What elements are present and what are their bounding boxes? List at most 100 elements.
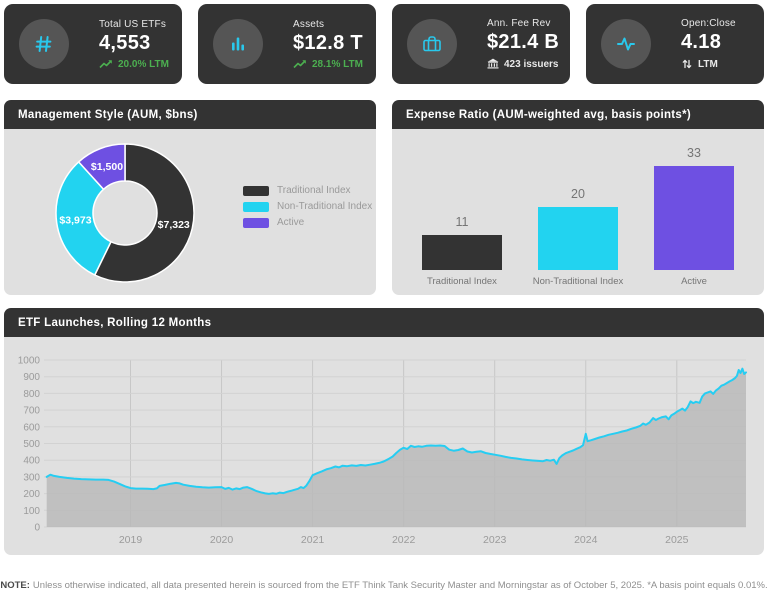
launches-area-fill <box>46 368 746 527</box>
launches-line <box>45 367 747 495</box>
kpi-title: Assets <box>293 18 325 30</box>
activity-icon <box>617 37 635 51</box>
bar-category-label: Active <box>681 276 707 287</box>
etf-launches-chart: 2019 2020 2021 2022 2023 2024 2025 0 100 200 300 40… <box>4 337 764 555</box>
bar-value-label: 11 <box>455 215 469 230</box>
legend-swatch <box>243 185 269 196</box>
kpi-delta-text: LTM <box>698 58 718 70</box>
legend-item: Active <box>243 217 372 228</box>
donut-slice <box>77 143 126 191</box>
bar-value-label: 20 <box>571 186 585 201</box>
panel-title: Expense Ratio (AUM-weighted avg, basis p… <box>392 100 764 129</box>
kpi-value: $21.4 B <box>487 31 560 53</box>
x-axis-tick-label: 2025 <box>665 534 689 546</box>
kpi-delta: 20.0% LTM <box>99 59 169 70</box>
bar-column: 33 Active <box>636 143 752 287</box>
bar-column: 20 Non-Traditional Index <box>520 143 636 287</box>
management-style-panel: Management Style (AUM, $bns) $7,323 $3,97… <box>4 100 376 295</box>
y-axis-tick-label: 0 <box>34 523 40 534</box>
y-axis-tick-label: 100 <box>23 506 40 517</box>
donut-slice <box>55 161 112 276</box>
x-axis-tick-label: 2024 <box>574 534 598 546</box>
bank-icon <box>487 58 499 69</box>
line-chart-svg: 2019 2020 2021 2022 2023 2024 2025 0 100 200 300 40… <box>18 356 747 546</box>
kpi-delta-text: 20.0% LTM <box>118 58 169 70</box>
y-axis-tick-label: 1000 <box>18 356 41 367</box>
y-axis-tick-label: 800 <box>23 389 40 400</box>
kpi-icon-circle <box>601 19 651 69</box>
kpi-value: 4,553 <box>99 31 151 54</box>
kpi-text: Open:Close 4.18 LTM <box>681 18 736 70</box>
x-axis-tick-label: 2020 <box>210 534 234 546</box>
kpi-delta: 28.1% LTM <box>293 59 363 70</box>
kpi-delta-text: 423 issuers <box>504 58 559 70</box>
x-axis-tick-label: 2019 <box>119 534 143 546</box>
kpi-title: Total US ETFs <box>99 18 167 30</box>
x-axis-tick-label: 2021 <box>301 534 325 546</box>
legend-swatch <box>243 217 269 228</box>
kpi-card-total-us-etfs: Total US ETFs 4,553 20.0% LTM <box>4 4 182 84</box>
kpi-value: $12.8 T <box>293 31 363 54</box>
hash-icon <box>35 36 52 52</box>
bar-value-label: 33 <box>687 146 701 160</box>
donut-slice-label: $1,500 <box>91 161 123 173</box>
footer-note-text: Unless otherwise indicated, all data pre… <box>32 580 768 591</box>
kpi-text: Total US ETFs 4,553 20.0% LTM <box>99 19 169 70</box>
y-axis-tick-label: 300 <box>23 472 40 483</box>
kpi-icon-circle <box>407 19 457 69</box>
expense-ratio-chart: 11 Traditional Index 20 Non-Traditional Ind… <box>392 129 764 295</box>
legend-label: Non-Traditional Index <box>277 201 373 212</box>
briefcase-icon <box>423 36 441 52</box>
kpi-card-assets: Assets $12.8 T 28.1% LTM <box>198 4 376 84</box>
legend-item: Traditional Index <box>243 185 372 196</box>
panel-title: ETF Launches, Rolling 12 Months <box>4 308 764 337</box>
y-axis-tick-label: 600 <box>23 422 40 433</box>
kpi-icon-circle <box>19 19 69 69</box>
bar-chart: 11 Traditional Index 20 Non-Traditional Ind… <box>404 143 752 287</box>
y-axis-tick-label: 400 <box>23 456 40 467</box>
bar <box>422 235 502 270</box>
legend-label: Active <box>277 217 305 228</box>
legend-label: Traditional Index <box>277 185 351 196</box>
kpi-card-open-close: Open:Close 4.18 LTM <box>586 4 764 84</box>
x-axis-tick-label: 2022 <box>392 534 416 546</box>
x-axis-tick-label: 2023 <box>483 534 507 546</box>
kpi-value: 4.18 <box>681 31 722 53</box>
trending-up-icon <box>99 60 112 69</box>
expense-ratio-panel: Expense Ratio (AUM-weighted avg, basis p… <box>392 100 764 295</box>
bar-category-label: Non-Traditional Index <box>532 276 624 287</box>
y-axis-tick-label: 200 <box>23 489 40 500</box>
kpi-text: Assets $12.8 T 28.1% LTM <box>293 19 363 70</box>
sort-arrows-icon <box>682 59 692 69</box>
kpi-card-ann-fee-rev: Ann. Fee Rev $21.4 B 423 issuers <box>392 4 570 84</box>
kpi-delta-text: 28.1% LTM <box>312 58 363 70</box>
bar <box>538 206 618 270</box>
donut-slice <box>93 143 195 283</box>
donut-chart-svg: $7,323 $3,973 $1,500 <box>55 143 195 283</box>
bar-chart-icon <box>232 37 244 51</box>
footer-note: NOTE: Unless otherwise indicated, all dat… <box>0 580 768 591</box>
donut-slice-label: $7,323 <box>158 219 190 231</box>
bar <box>654 166 734 270</box>
kpi-row: Total US ETFs 4,553 20.0% LTM Assets $12… <box>4 4 764 84</box>
kpi-icon-circle <box>213 19 263 69</box>
legend-swatch <box>243 201 269 212</box>
kpi-delta: LTM <box>681 58 736 70</box>
trending-up-icon <box>293 60 306 69</box>
kpi-text: Ann. Fee Rev $21.4 B 423 issuers <box>487 18 559 70</box>
donut-legend: Traditional Index Non-Traditional Index Ac… <box>243 185 372 228</box>
footer-note-label: NOTE: <box>0 580 30 591</box>
bar-column: 11 Traditional Index <box>404 143 520 287</box>
bar-category-label: Traditional Index <box>427 276 497 287</box>
y-axis-tick-label: 500 <box>23 439 40 450</box>
donut-slice-label: $3,973 <box>59 215 91 227</box>
y-axis-tick-label: 700 <box>23 406 40 417</box>
panel-title: Management Style (AUM, $bns) <box>4 100 376 129</box>
kpi-delta: 423 issuers <box>487 58 559 70</box>
legend-item: Non-Traditional Index <box>243 201 372 212</box>
etf-launches-panel: ETF Launches, Rolling 12 Months 2019 2020… <box>4 308 764 555</box>
kpi-title: Open:Close <box>681 18 736 29</box>
management-style-chart: $7,323 $3,973 $1,500 Traditional Index Non-… <box>4 129 376 295</box>
kpi-title: Ann. Fee Rev <box>487 18 551 29</box>
y-axis-tick-label: 900 <box>23 372 40 383</box>
